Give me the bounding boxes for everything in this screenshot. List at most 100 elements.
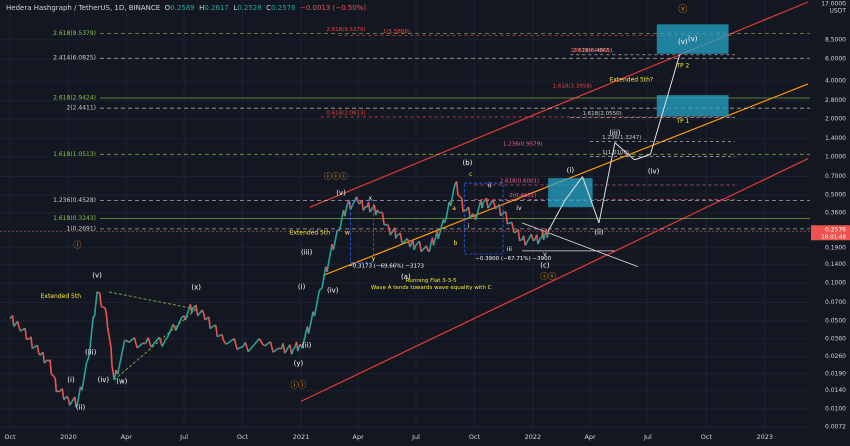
price-segment (463, 209, 467, 212)
projection-series (547, 54, 681, 232)
price-segment (344, 209, 347, 217)
price-segment (250, 344, 255, 349)
price-segment (147, 337, 152, 348)
price-segment (481, 201, 485, 209)
price-segment (269, 341, 274, 353)
price-segment (418, 241, 422, 252)
price-segment (293, 347, 295, 350)
fib-projection-label: 1(1.0100) (602, 150, 629, 156)
price-segment (63, 397, 66, 401)
target-box (656, 24, 729, 54)
price-segment (510, 222, 514, 229)
wave-label: w (345, 229, 350, 236)
price-segment (275, 347, 280, 351)
price-segment (513, 231, 517, 234)
price-segment (491, 199, 495, 204)
price-segment (315, 299, 319, 308)
x-tick-label: Oct (237, 433, 249, 441)
price-segment (222, 340, 227, 345)
price-segment (133, 337, 138, 349)
price-segment (522, 235, 526, 246)
wave-label: a (452, 205, 456, 212)
price-segment (85, 358, 89, 363)
price-segment (161, 340, 166, 347)
price-segment (351, 202, 355, 207)
y-tick-label: 8.5000 (825, 36, 846, 43)
wave-label: (iv) (648, 167, 660, 175)
price-segment (93, 304, 97, 317)
price-segment (304, 331, 307, 338)
price-segment (258, 338, 263, 345)
target-box (656, 95, 729, 117)
price-segment (538, 237, 542, 242)
wave-label: b (453, 240, 457, 247)
price-segment (139, 342, 144, 347)
price-segment (233, 338, 238, 350)
price-segment (488, 202, 492, 206)
y-tick-label: 0.0260 (825, 353, 846, 360)
price-segment (100, 305, 103, 308)
price-segment (546, 231, 549, 238)
price-segment (70, 400, 73, 404)
price-segment (524, 242, 528, 246)
price-segment (445, 210, 449, 219)
y-tick-label: 0.7000 (825, 173, 846, 180)
wave-label: Extended 5th (290, 229, 331, 236)
price-segment (261, 343, 266, 347)
price-segment (284, 349, 288, 354)
price-segment (395, 234, 398, 239)
price-segment (307, 326, 311, 334)
price-segment (71, 398, 75, 402)
y-tick-label: 0.0360 (825, 335, 846, 342)
projection-segment (581, 176, 600, 224)
price-segment (84, 362, 88, 372)
price-segment (247, 347, 252, 353)
wave-label: ⓥ (678, 4, 687, 15)
price-segment (185, 311, 189, 317)
price-segment (169, 323, 174, 331)
wave-label: (v) (336, 189, 346, 197)
price-series (0, 180, 810, 408)
price-segment (76, 395, 80, 404)
projection-segment (614, 142, 635, 161)
last-price-label: 0.2576 (825, 226, 846, 233)
price-segment (177, 317, 183, 325)
fib-projection-label: 0.618(2.0813) (326, 110, 365, 116)
last-price-badge (811, 225, 850, 241)
price-segment (228, 339, 233, 344)
wave-label: (iii) (85, 349, 97, 357)
wave-label: y (372, 256, 376, 263)
price-segment (158, 336, 163, 347)
time-axis[interactable]: Oct 2020 Apr Jul Oct 2021 Apr Jul Oct 2022 Apr Jul O… (0, 430, 850, 446)
price-segment (75, 403, 79, 408)
price-segment (81, 380, 85, 391)
x-tick-label: 2023 (757, 433, 774, 441)
wave-label: (x) (191, 284, 201, 292)
wave-label: (w) (116, 378, 127, 386)
price-segment (78, 386, 82, 397)
y-tick-label: 0.1000 (825, 280, 846, 287)
price-segment (355, 196, 359, 203)
projection-segment (649, 54, 681, 155)
wave-label: (iii) (301, 248, 313, 256)
fib-tag-label: 2.618(9.5379) (326, 27, 365, 33)
price-segment (57, 389, 60, 393)
price-segment (153, 339, 158, 345)
price-segment (118, 357, 122, 367)
price-segment (66, 396, 70, 400)
wave-label: (ii) (302, 341, 312, 349)
price-segment (216, 335, 220, 338)
price-segment (42, 351, 46, 364)
ohlc-open-label: O (164, 4, 171, 12)
wave-label: x (368, 195, 372, 202)
wave-label: iv (516, 205, 522, 212)
y-tick-top: 17.0000 (821, 1, 846, 8)
price-segment (533, 237, 537, 242)
price-segment (299, 343, 302, 346)
price-segment (19, 329, 23, 332)
wave-label: (iv) (98, 376, 110, 384)
y-tick-label: 0.0072 (825, 424, 846, 431)
